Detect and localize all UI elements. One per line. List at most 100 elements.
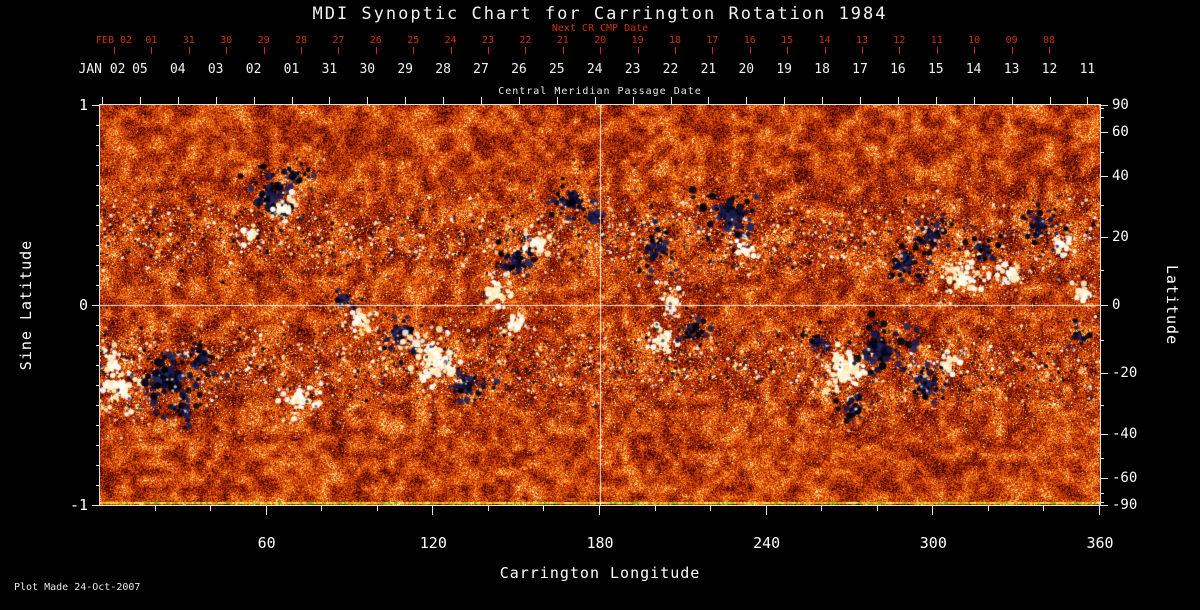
latitude-label: -20 [1112,365,1138,382]
x-axis-tick [599,506,600,515]
sine-latitude-tick [92,305,100,306]
cmp-date-tick [518,97,520,105]
latitude-minor-tick [1100,339,1104,341]
cmp-date-tick [405,97,407,105]
sine-latitude-label: 1 [78,96,88,114]
next-cr-date-tick [151,47,153,54]
x-axis-minor-tick [154,506,156,511]
cmp-date-tick [897,97,899,105]
next-cr-date-label: 19 [631,35,644,46]
next-cr-date-tick [263,47,265,54]
next-cr-date-tick [1049,47,1050,54]
cmp-date-label: 22 [662,62,679,77]
latitude-tick [1100,176,1108,178]
plot-made-note: Plot Made 24-Oct-2007 [14,582,141,593]
cmp-date-label: 11 [1079,62,1096,77]
latitude-minor-tick [1100,151,1104,153]
cmp-date-label: 14 [965,62,982,77]
next-cr-date-tick [936,47,938,54]
cmp-date-tick [291,97,293,105]
x-tick-label: 300 [919,534,947,552]
sine-latitude-minor-tick [96,205,100,206]
next-cr-date-tick [226,47,228,54]
next-cr-date-tick [413,47,415,54]
next-cr-date-tick [562,47,564,54]
next-cr-date-tick [712,47,714,54]
latitude-minor-tick [1100,205,1104,206]
latitude-minor-tick [1100,108,1104,110]
sine-latitude-minor-tick [96,285,100,286]
x-axis-minor-tick [210,506,212,511]
next-cr-date-label: 11 [930,35,943,46]
next-cr-date-label: 23 [481,35,495,46]
x-axis-minor-tick [876,506,878,511]
cmp-date-tick [177,97,179,105]
x-axis-minor-tick [1043,506,1045,511]
next-cr-date-tick [637,47,639,54]
cmp-date-tick [1087,97,1089,105]
x-axis-tick [265,506,267,515]
cmp-date-label: 26 [511,62,527,77]
cmp-date-label: 28 [435,62,451,77]
x-axis-minor-tick [710,506,712,511]
next-cr-date-label: 30 [220,35,233,46]
sine-latitude-minor-tick [96,385,100,386]
sine-latitude-minor-tick [96,445,100,446]
next-cr-date-label: 25 [407,35,420,46]
cmp-date-tick [822,97,824,105]
latitude-minor-tick [1100,492,1104,494]
x-axis-minor-tick [654,506,656,511]
latitude-label: -40 [1112,425,1138,442]
next-cr-date-tick [974,47,976,54]
sine-latitude-minor-tick [96,485,100,486]
x-tick-label: 240 [753,534,781,552]
next-cr-date-label: 13 [855,35,869,46]
x-axis-minor-tick [987,506,989,511]
next-cr-date-tick [862,47,863,54]
next-cr-date-label: 27 [332,35,345,46]
next-cr-date-tick [749,47,751,54]
cmp-date-label: 20 [738,62,755,77]
sine-latitude-minor-tick [96,425,100,426]
latitude-minor-tick [1100,405,1104,406]
sine-latitude-minor-tick [96,165,100,166]
cmp-date-label: 04 [169,62,186,77]
sine-latitude-label: 0 [78,296,88,314]
next-cr-date-tick [301,47,302,54]
next-cr-date-label: 18 [668,35,682,46]
latitude-label: 90 [1112,97,1129,113]
next-cr-date-tick [824,47,826,54]
latitude-minor-tick [1100,270,1104,272]
next-cr-date-label: FEB 02 [95,35,133,46]
cmp-date-tick [1011,97,1013,105]
next-cr-date-tick [188,47,190,54]
x-axis-minor-tick [376,506,378,511]
next-cr-date-label: 24 [444,35,457,46]
cmp-date-label: 17 [852,62,868,77]
cmp-date-label: 21 [700,62,717,77]
cmp-date-tick [860,97,861,105]
next-cr-date-tick [488,47,489,54]
cmp-date-tick [632,97,634,105]
cmp-date-label: 15 [927,62,944,77]
sine-latitude-minor-tick [96,125,100,126]
next-cr-date-label: 28 [294,35,308,46]
latitude-minor-tick [1100,117,1104,119]
cmp-date-label: 12 [1041,62,1058,77]
cmp-date-tick [139,97,141,105]
cmp-date-label: 02 [245,62,262,77]
cmp-date-tick [215,97,217,105]
next-cr-date-label: 10 [968,35,981,46]
latitude-minor-tick [1100,458,1104,460]
chart-title: MDI Synoptic Chart for Carrington Rotati… [312,4,888,24]
cmp-date-tick [367,97,369,105]
x-tick-label: 60 [257,534,276,552]
latitude-tick [1100,478,1108,480]
cmp-date-tick [443,97,445,105]
x-tick-label: 120 [419,534,447,552]
next-cr-date-label: 08 [1042,35,1056,46]
latitude-label: 20 [1112,228,1129,245]
sine-latitude-minor-tick [96,345,100,346]
sine-latitude-minor-tick [96,185,100,186]
